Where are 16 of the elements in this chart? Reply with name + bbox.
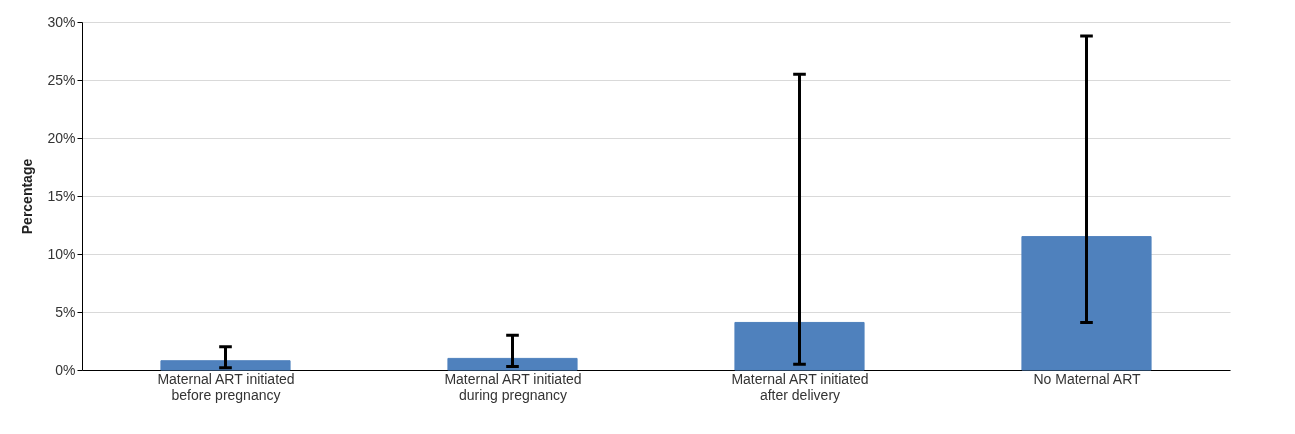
y-tick-label: 10% [47,245,76,262]
y-tick-label: 5% [55,303,76,320]
y-tick-label: 15% [47,187,76,204]
y-axis-title: Percentage [19,158,36,235]
y-tick-label: 25% [47,71,76,88]
x-tick-label: Maternal ART initiated before pregnancy [157,370,295,403]
bar [734,321,865,371]
x-tick-label: Maternal ART initiated after delivery [731,370,869,403]
x-tick-label: No Maternal ART [1033,370,1141,387]
bar [447,357,578,371]
y-tick-label: 30% [47,13,76,30]
y-tick-label: 20% [47,129,76,146]
x-tick-label: Maternal ART initiated during pregnancy [444,370,582,403]
y-tick-label: 0% [55,361,76,378]
bar [160,360,291,371]
bar [1021,236,1152,371]
